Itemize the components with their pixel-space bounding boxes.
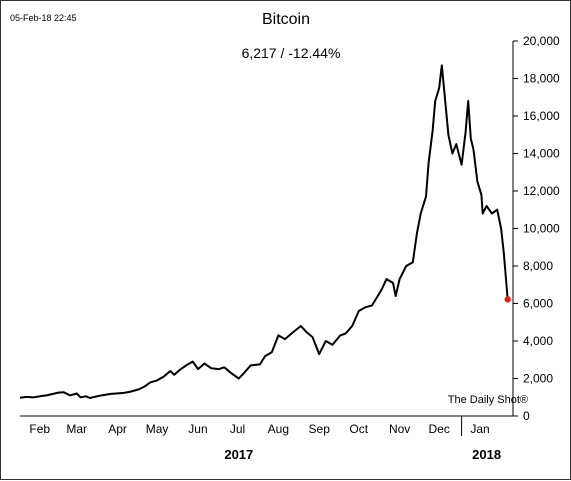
chart-subtitle: 6,217 / -12.44%	[242, 45, 341, 61]
x-axis-year-labels: 2017 2018	[224, 447, 501, 462]
last-price-point	[504, 296, 511, 303]
chart-timestamp: 05-Feb-18 22:45	[10, 13, 77, 23]
y-tick-label: 2,000	[523, 372, 553, 386]
bitcoin-price-line	[19, 64, 509, 399]
x-month-label: May	[146, 422, 169, 436]
x-month-label: Jan	[470, 422, 489, 436]
x-axis-month-labels: Feb Mar Apr May Jun Jul Aug Sep Oct Nov Dec Jan	[29, 416, 490, 436]
y-axis-ticks: 0 2,000 4,000 6,000 8,000 10,000 12,000 14,000 1…	[513, 34, 560, 423]
x-month-label: Feb	[29, 422, 50, 436]
y-tick-label: 4,000	[523, 334, 553, 348]
y-tick-label: 12,000	[523, 184, 560, 198]
x-month-label: Oct	[349, 422, 368, 436]
y-tick-label: 18,000	[523, 72, 560, 86]
x-month-label: Dec	[429, 422, 450, 436]
chart-title: Bitcoin	[262, 11, 310, 28]
x-month-label: Jun	[188, 422, 207, 436]
x-year-label: 2017	[224, 447, 253, 462]
y-tick-label: 20,000	[523, 34, 560, 48]
x-year-label: 2018	[472, 447, 501, 462]
y-tick-label: 8,000	[523, 259, 553, 273]
x-month-label: Sep	[309, 422, 331, 436]
y-tick-label: 10,000	[523, 222, 560, 236]
x-month-label: Nov	[389, 422, 410, 436]
y-tick-label: 0	[523, 409, 530, 423]
x-month-label: Apr	[108, 422, 127, 436]
watermark-text: The Daily Shot®	[448, 394, 528, 406]
y-tick-label: 16,000	[523, 109, 560, 123]
y-tick-label: 6,000	[523, 297, 553, 311]
x-month-label: Aug	[268, 422, 289, 436]
x-month-label: Mar	[66, 422, 87, 436]
x-month-label: Jul	[230, 422, 245, 436]
y-tick-label: 14,000	[523, 147, 560, 161]
